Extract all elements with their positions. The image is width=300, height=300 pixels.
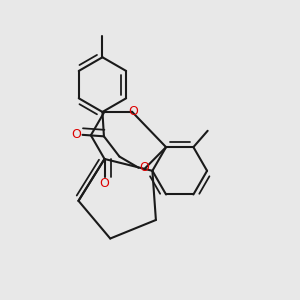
Text: O: O <box>140 161 150 174</box>
Text: O: O <box>99 177 109 190</box>
Text: O: O <box>71 128 81 141</box>
Text: O: O <box>129 105 139 118</box>
